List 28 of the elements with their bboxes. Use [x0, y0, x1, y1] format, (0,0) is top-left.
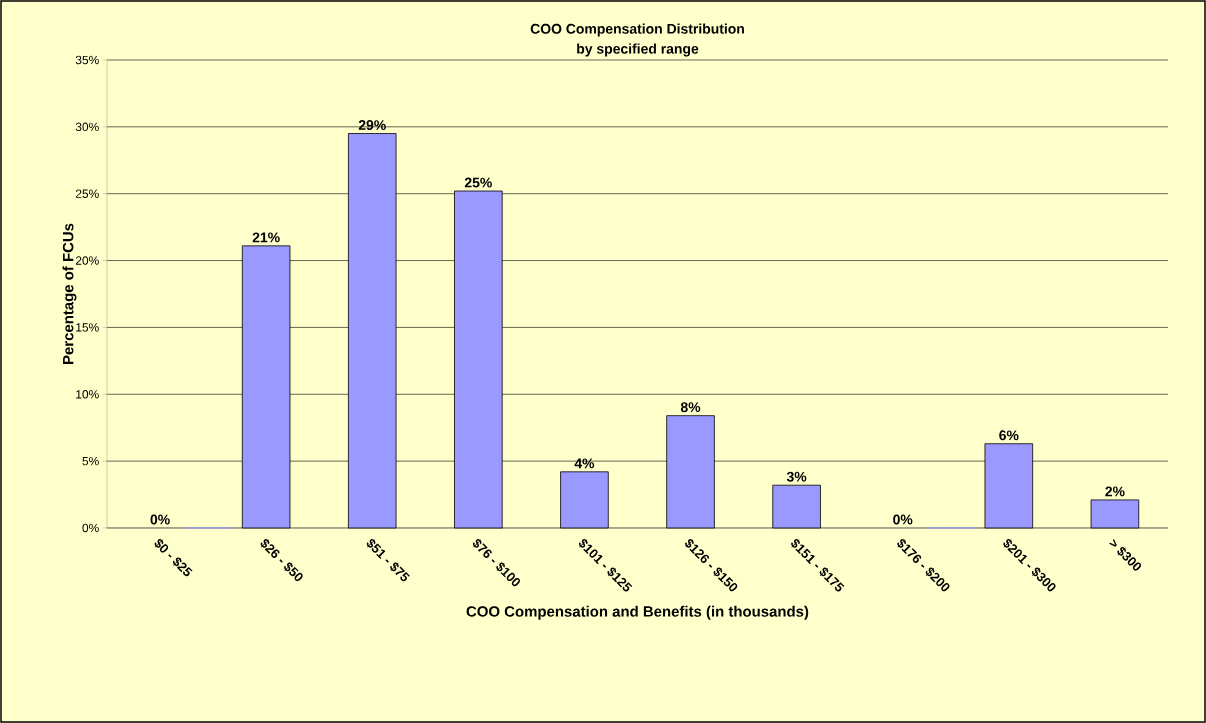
y-tick-label: 10% [76, 390, 99, 399]
y-tick-label: 35% [75, 55, 99, 65]
y-tick-label: 5% [82, 456, 99, 466]
y-tick-label: 25% [75, 189, 99, 198]
y-tick-label: 15% [76, 323, 99, 332]
data-label: 2% [1105, 486, 1125, 497]
bar [772, 484, 821, 529]
data-label: 3% [786, 471, 807, 482]
x-tick-label: $51 - $75 [366, 539, 410, 582]
x-tick-label: $26 - $50 [260, 539, 303, 582]
data-label: 29% [358, 120, 386, 131]
chart-title: COO Compensation Distribution [530, 23, 744, 37]
x-axis-title: COO Compensation and Benefits (in thousands) [466, 605, 809, 620]
data-label: 21% [252, 232, 280, 243]
bar [560, 471, 609, 529]
data-label: 8% [680, 402, 701, 413]
data-label: 0% [150, 514, 170, 525]
y-tick-label: 20% [75, 256, 99, 265]
bar [1090, 499, 1140, 529]
data-label: 6% [999, 430, 1019, 441]
data-label: 25% [464, 177, 492, 188]
y-tick-label: 0% [82, 523, 99, 533]
data-label: 4% [574, 458, 595, 469]
y-axis-title: Percentage of FCUs [62, 223, 77, 364]
x-tick-label: $0 - $25 [154, 539, 193, 577]
chart-subtitle: by specified range [577, 43, 699, 57]
data-label: 0% [893, 514, 913, 525]
y-tick-label: 30% [75, 122, 99, 132]
